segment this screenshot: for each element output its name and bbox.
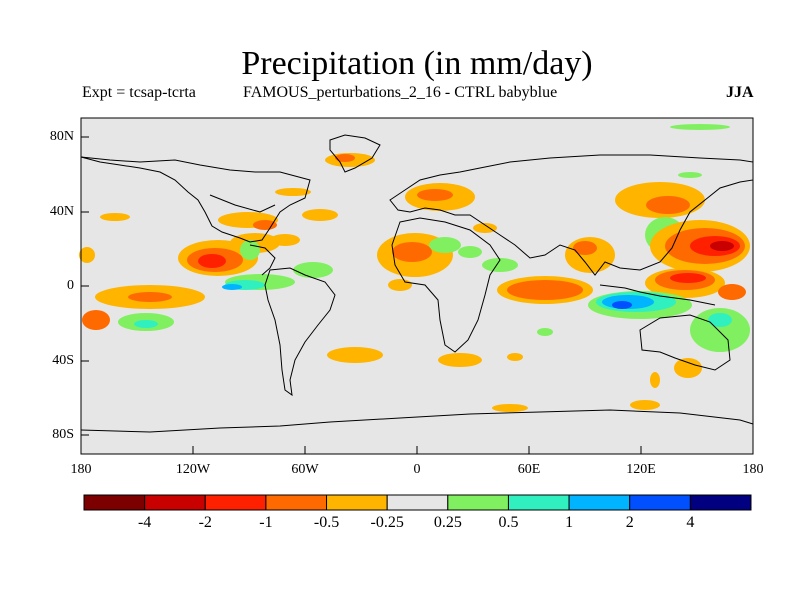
experiment-label: Expt = tcsap-tcrta	[82, 84, 196, 101]
anomaly-patch	[222, 284, 242, 290]
anomaly-patch	[417, 189, 453, 201]
colorbar-swatch	[326, 494, 388, 511]
colorbar-label: 4	[686, 514, 695, 531]
lat-label: 40N	[49, 204, 74, 219]
colorbar-swatch	[83, 494, 146, 511]
colorbar-label: 1	[565, 514, 574, 531]
great-lakes-coast	[209, 194, 276, 213]
anomaly-patch	[429, 237, 461, 253]
colorbar-label: -2	[198, 514, 212, 531]
anomaly-patch	[507, 353, 523, 361]
anomaly-patch	[458, 246, 482, 258]
anomaly-patch	[573, 241, 597, 255]
anomaly-patch	[438, 353, 482, 367]
colorbar-label: -0.25	[370, 514, 404, 531]
anomaly-patch	[270, 234, 300, 246]
colorbar-swatch	[386, 494, 449, 511]
lon-label: 0	[413, 462, 421, 477]
antarctica-coast	[80, 409, 754, 433]
anomaly-patch	[240, 240, 260, 260]
colorbar-swatch	[507, 494, 570, 511]
anomaly-patch	[198, 254, 226, 268]
anomaly-patch	[82, 310, 110, 330]
anomaly-fills	[79, 124, 750, 412]
coastlines	[80, 134, 754, 433]
colorbar-swatch	[689, 494, 752, 511]
season-label: JJA	[726, 84, 754, 101]
colorbar-label: -4	[137, 514, 152, 531]
lat-label: 80S	[52, 427, 74, 442]
anomaly-patch	[678, 172, 702, 178]
lat-label: 80N	[49, 129, 74, 144]
anomaly-patch	[630, 400, 660, 410]
colorbar-swatch	[629, 494, 691, 511]
lon-label: 180	[70, 462, 92, 477]
anomaly-patch	[612, 301, 632, 309]
anomaly-patch	[674, 358, 702, 378]
maritime-continent-coast	[599, 284, 716, 306]
map-background	[81, 118, 753, 454]
colorbar-swatch	[144, 494, 206, 511]
anomaly-patch	[473, 223, 497, 233]
colorbar-swatch	[265, 494, 328, 511]
colorbar-swatch	[447, 494, 509, 511]
anomaly-patch	[710, 241, 734, 251]
run-label: FAMOUS_perturbations_2_16 - CTRL babyblu…	[243, 84, 558, 101]
anomaly-patch	[537, 328, 553, 336]
anomaly-patch	[670, 273, 706, 283]
anomaly-patch	[392, 242, 432, 262]
anomaly-patch	[718, 284, 746, 300]
lon-label: 120E	[626, 462, 656, 477]
australia-coast	[639, 314, 731, 371]
north-america-coast	[80, 156, 311, 243]
colorbar-label: -1	[259, 514, 273, 531]
anomaly-patch	[690, 308, 750, 352]
plot-title: Precipitation (in mm/day)	[241, 45, 593, 82]
anomaly-patch	[388, 279, 412, 291]
anomaly-patch	[670, 124, 730, 130]
colorbar-label: 0.25	[433, 514, 462, 531]
anomaly-patch	[708, 313, 732, 327]
anomaly-patch	[302, 209, 338, 221]
colorbar-swatch	[204, 494, 267, 511]
eurasia-coast	[389, 154, 754, 276]
lon-label: 180	[742, 462, 764, 477]
lat-label: 0	[67, 278, 74, 293]
south-america-coast	[264, 267, 336, 397]
axis-ticks	[81, 136, 642, 454]
greenland-coast	[329, 134, 381, 173]
anomaly-patch	[482, 258, 518, 272]
lon-label: 60W	[291, 462, 319, 477]
anomaly-patch	[335, 154, 355, 162]
lon-label: 60E	[517, 462, 541, 477]
anomaly-patch	[646, 196, 690, 214]
anomaly-patch	[128, 292, 172, 302]
anomaly-patch	[100, 213, 130, 221]
anomaly-patch	[275, 188, 311, 196]
colorbar-label: 0.5	[498, 514, 519, 531]
anomaly-patch	[327, 347, 383, 363]
anomaly-patch	[507, 280, 583, 300]
lon-label: 120W	[175, 462, 211, 477]
anomaly-patch	[650, 372, 660, 388]
anomaly-patch	[253, 220, 277, 230]
lat-label: 40S	[52, 353, 74, 368]
africa-coast	[391, 217, 501, 353]
colorbar-label: 2	[625, 514, 634, 531]
colorbar	[83, 494, 752, 511]
anomaly-patch	[293, 262, 333, 278]
anomaly-patch	[492, 404, 528, 412]
anomaly-patch	[134, 320, 158, 328]
central-america-coast	[249, 244, 276, 276]
colorbar-swatch	[568, 494, 631, 511]
colorbar-label: -0.5	[313, 514, 340, 531]
anomaly-patch	[79, 247, 95, 263]
